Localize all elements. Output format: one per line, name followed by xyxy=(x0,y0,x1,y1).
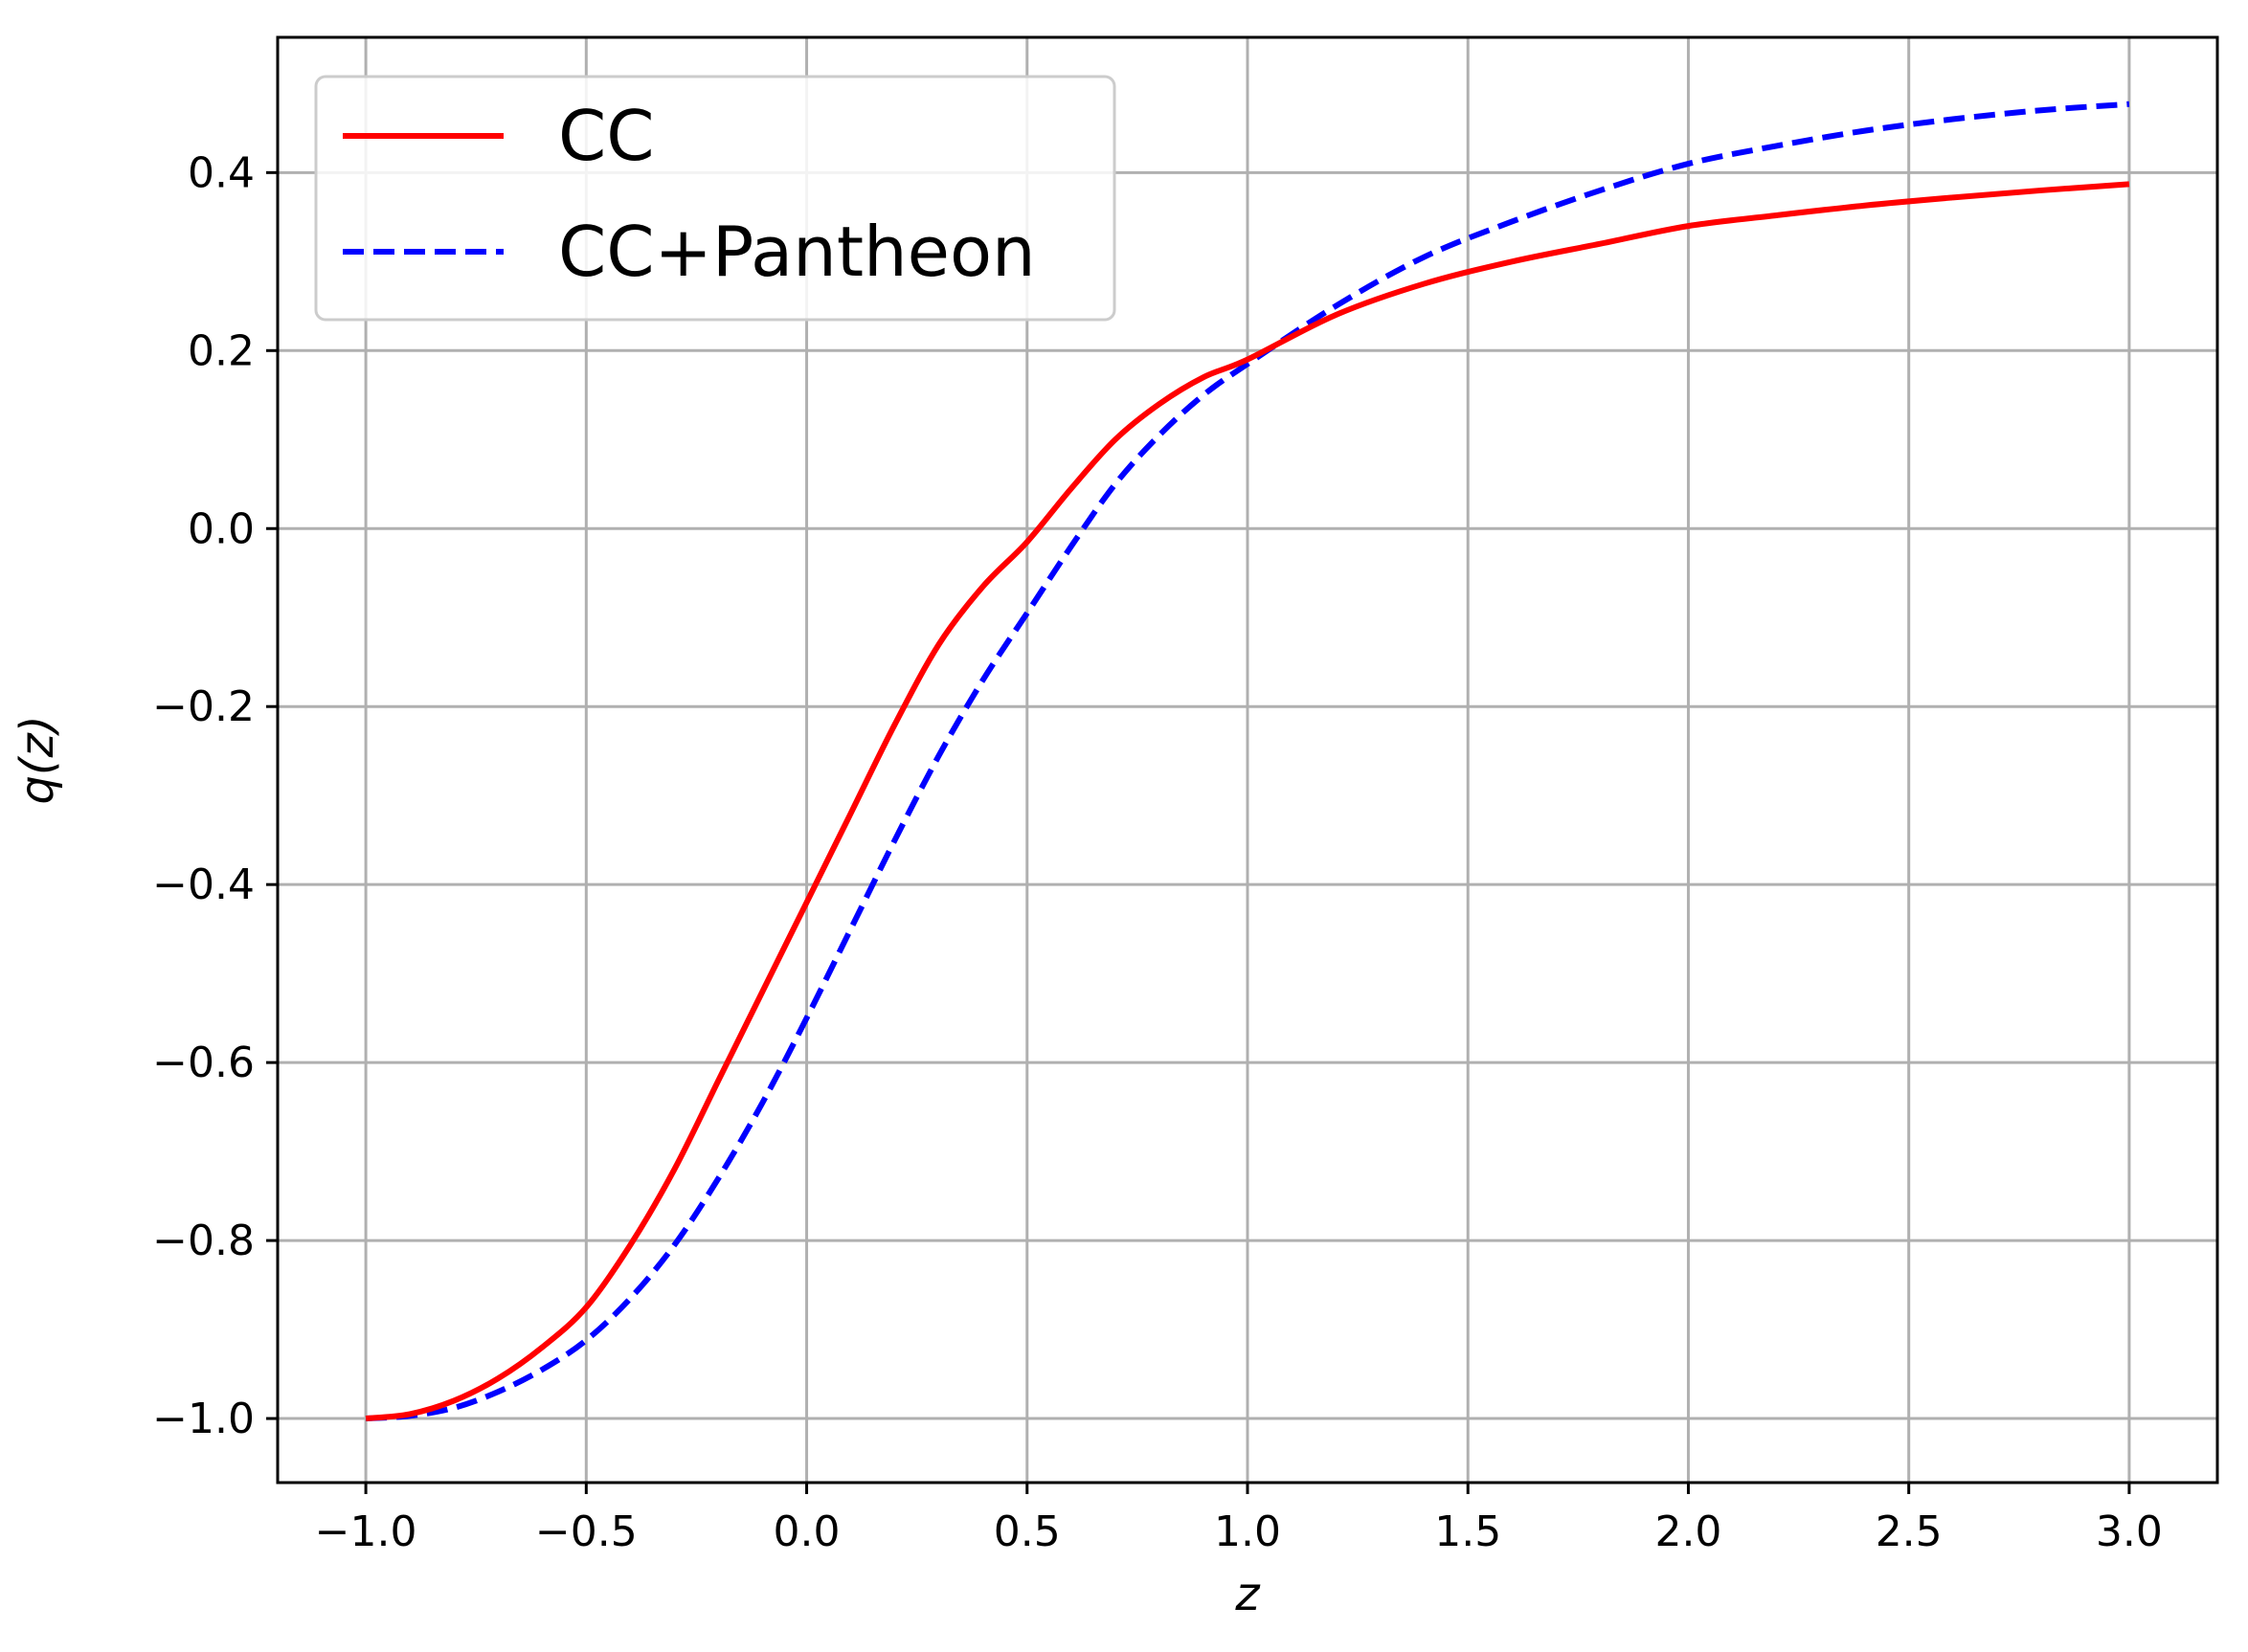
x-tick-label: 1.5 xyxy=(1434,1507,1501,1556)
y-tick-label: 0.0 xyxy=(188,504,255,553)
y-tick-label: −0.4 xyxy=(152,860,255,909)
x-tick-label: 0.5 xyxy=(994,1507,1061,1556)
y-tick-label: 0.4 xyxy=(188,148,255,197)
y-tick-label: −0.6 xyxy=(152,1038,255,1087)
y-tick-label: −1.0 xyxy=(152,1395,255,1443)
legend: CC CC+Pantheon xyxy=(314,75,1116,322)
series-lines xyxy=(365,100,2130,1422)
legend-label-cc: CC xyxy=(558,96,655,176)
x-tick-label: 3.0 xyxy=(2096,1507,2163,1556)
y-tick-label: −0.2 xyxy=(152,682,255,731)
x-tick-label: −1.0 xyxy=(315,1507,417,1556)
x-tick-label: −0.5 xyxy=(535,1507,638,1556)
x-axis-label: z xyxy=(1234,1568,1261,1621)
x-tick-label: 2.5 xyxy=(1876,1507,1943,1556)
x-tick-label: 2.0 xyxy=(1654,1507,1721,1556)
y-axis-label: q(z) xyxy=(11,715,64,804)
axis-ticks: −1.0 −0.5 0.0 0.5 1.0 1.5 2.0 2.5 3.0 −1.0 −0.8 −0.… xyxy=(152,148,2163,1556)
series-line-cc-pantheon xyxy=(365,100,2130,1422)
x-tick-label: 0.0 xyxy=(774,1507,841,1556)
x-tick-label: 1.0 xyxy=(1214,1507,1281,1556)
y-tick-label: 0.2 xyxy=(188,326,255,375)
legend-box xyxy=(314,75,1116,322)
legend-label-cc-pantheon: CC+Pantheon xyxy=(558,212,1036,292)
series-line-cc xyxy=(365,181,2130,1422)
y-tick-label: −0.8 xyxy=(152,1217,255,1265)
